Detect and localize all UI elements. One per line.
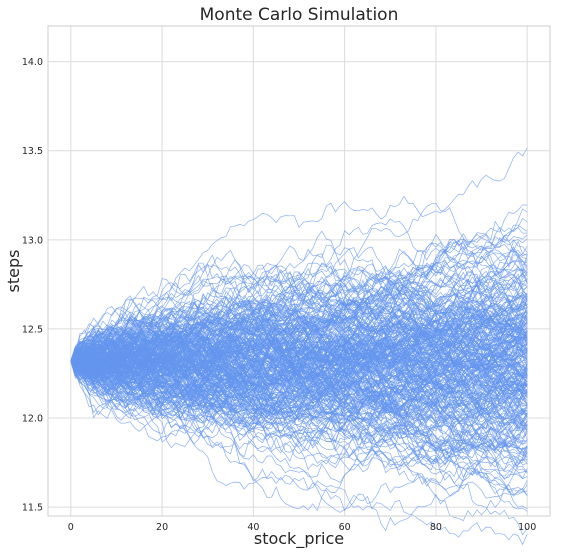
simulation-path — [70, 234, 528, 365]
simulation-path — [70, 340, 528, 428]
simulation-path — [70, 302, 528, 420]
simulation-path — [70, 320, 528, 473]
simulation-path — [70, 286, 528, 386]
plot-frame — [47, 25, 551, 517]
simulation-path — [70, 294, 528, 373]
simulation-path — [70, 303, 528, 443]
x-tick-label: 0 — [68, 522, 74, 533]
y-tick-label: 12.5 — [22, 324, 43, 335]
x-ticks: 0 20 40 60 80 100 — [68, 522, 536, 533]
simulation-path — [70, 290, 528, 393]
simulation-path — [70, 328, 528, 385]
y-tick-label: 14.0 — [22, 57, 43, 68]
simulation-path — [70, 359, 528, 499]
x-tick-label: 20 — [156, 522, 168, 533]
simulation-path — [70, 360, 528, 432]
simulation-path — [70, 355, 528, 465]
chart-title: Monte Carlo Simulation — [200, 5, 399, 25]
simulation-path — [70, 330, 528, 425]
simulation-path — [70, 314, 528, 370]
simulation-path — [70, 357, 528, 532]
simulation-path — [70, 261, 528, 400]
simulation-path — [70, 318, 528, 383]
y-tick-label: 11.5 — [22, 503, 43, 514]
simulation-path — [70, 335, 528, 382]
simulation-paths — [70, 147, 528, 546]
x-tick-label: 80 — [430, 522, 442, 533]
simulation-path — [70, 339, 528, 432]
simulation-path — [70, 317, 528, 403]
y-tick-label: 13.0 — [22, 235, 43, 246]
simulation-path — [70, 348, 528, 546]
simulation-path — [70, 295, 528, 379]
simulation-path — [70, 357, 528, 430]
simulation-path — [70, 313, 528, 395]
simulation-path — [70, 282, 528, 370]
x-tick-label: 60 — [339, 522, 351, 533]
simulation-path — [70, 329, 528, 385]
simulation-path — [70, 233, 528, 366]
y-ticks: 11.5 12.0 12.5 13.0 13.5 14.0 — [22, 57, 43, 513]
simulation-path — [70, 344, 528, 429]
simulation-path — [70, 315, 528, 452]
simulation-path — [70, 284, 528, 362]
simulation-path — [70, 350, 528, 410]
y-axis-label: steps — [4, 250, 23, 293]
simulation-path — [70, 329, 528, 409]
simulation-path — [70, 317, 528, 377]
y-tick-label: 13.5 — [22, 146, 43, 157]
x-tick-label: 100 — [518, 522, 536, 533]
simulation-path — [70, 290, 528, 387]
x-axis-label: stock_price — [254, 529, 344, 549]
simulation-path — [70, 350, 528, 437]
simulation-path — [70, 218, 528, 362]
simulation-path — [70, 238, 528, 365]
simulation-path — [70, 278, 528, 362]
simulation-path — [70, 301, 528, 435]
simulation-path — [70, 351, 528, 414]
simulation-path — [70, 250, 528, 362]
simulation-path — [70, 358, 528, 494]
simulation-path — [70, 317, 528, 396]
simulation-path — [70, 220, 528, 362]
simulation-path — [70, 360, 528, 487]
simulation-path — [70, 352, 528, 497]
simulation-path — [70, 289, 528, 363]
simulation-path — [70, 360, 528, 483]
x-tick-label: 40 — [247, 522, 259, 533]
simulation-path — [70, 344, 528, 512]
simulation-path — [70, 301, 528, 415]
y-tick-label: 12.0 — [22, 414, 43, 425]
simulation-path — [70, 297, 528, 401]
